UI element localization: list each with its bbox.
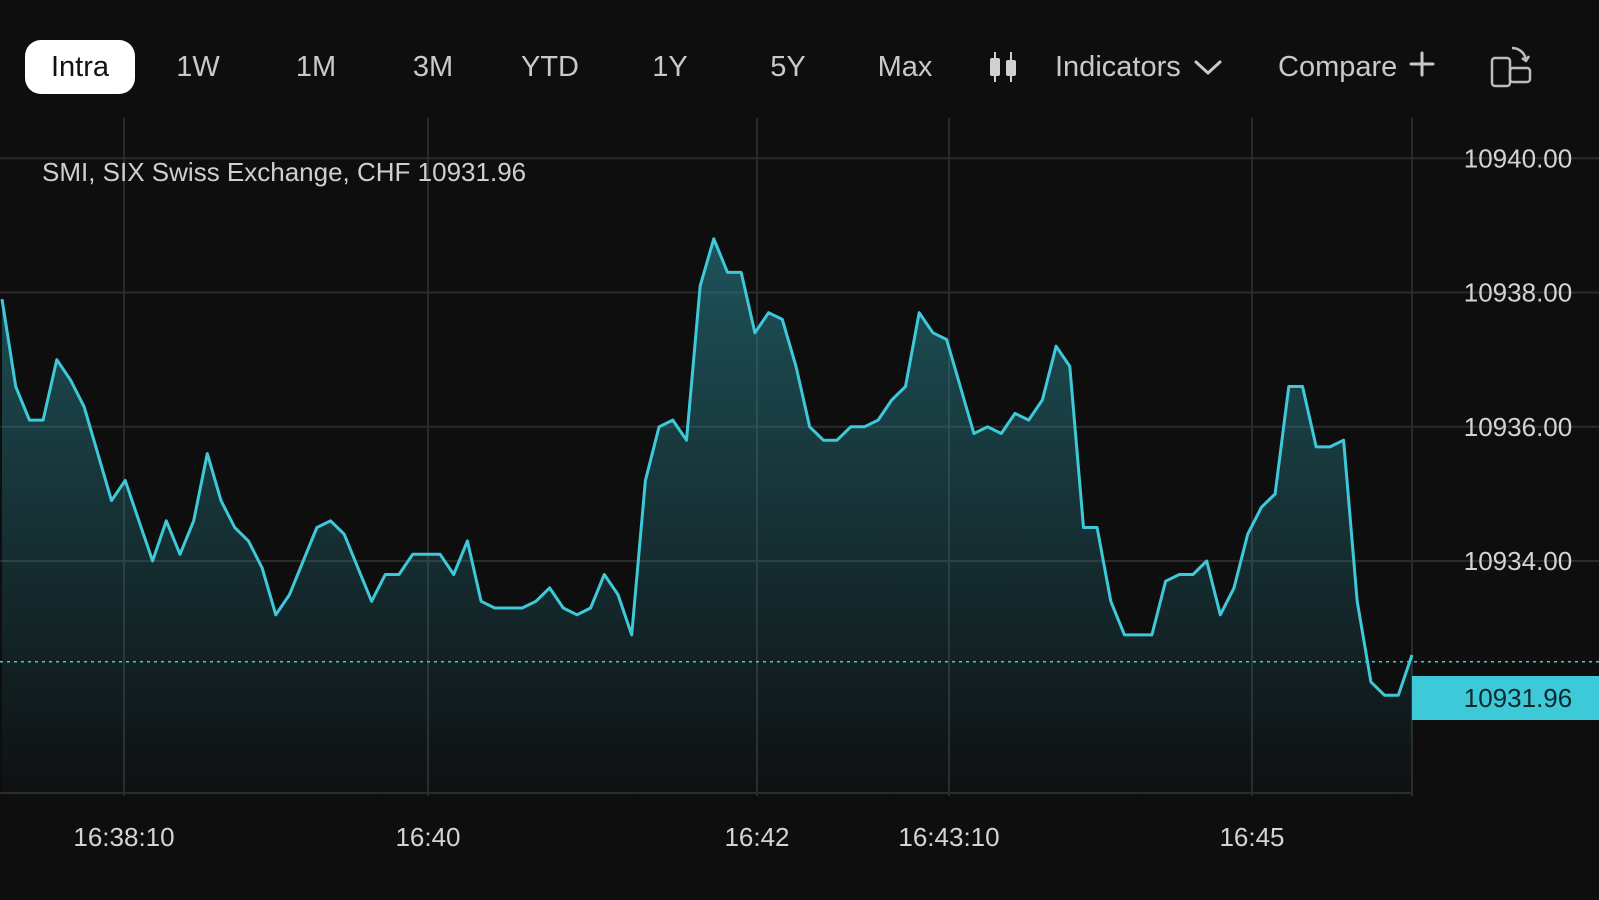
range-label: YTD xyxy=(521,51,579,83)
x-tick-label: 16:45 xyxy=(1219,822,1284,852)
price-area xyxy=(2,238,1412,797)
range-5y-button[interactable]: 5Y xyxy=(738,40,838,94)
indicators-label: Indicators xyxy=(1055,51,1181,83)
range-label: 5Y xyxy=(770,51,806,83)
range-ytd-button[interactable]: YTD xyxy=(500,40,600,94)
x-tick-label: 16:43:10 xyxy=(898,822,999,852)
toolbar: Intra 1W 1M 3M YTD 1Y 5Y Max Indicators … xyxy=(0,0,1599,120)
range-label: 1W xyxy=(176,51,220,83)
indicators-button[interactable]: Indicators xyxy=(1055,40,1245,94)
range-1m-button[interactable]: 1M xyxy=(266,40,366,94)
x-axis: 16:38:10 16:40 16:42 16:43:10 16:45 xyxy=(73,822,1284,852)
range-3m-button[interactable]: 3M xyxy=(383,40,483,94)
x-tick-label: 16:40 xyxy=(395,822,460,852)
y-tick-label: 10940.00 xyxy=(1464,143,1572,173)
range-intra-button[interactable]: Intra xyxy=(25,40,135,94)
y-tick-label: 10938.00 xyxy=(1464,278,1572,308)
range-label: 1M xyxy=(295,51,337,83)
range-label: Intra xyxy=(50,51,110,83)
price-line xyxy=(0,237,1414,697)
range-label: 1Y xyxy=(652,51,688,83)
compare-button[interactable]: Compare xyxy=(1278,40,1458,94)
range-1y-button[interactable]: 1Y xyxy=(620,40,720,94)
range-max-button[interactable]: Max xyxy=(855,40,955,94)
range-label: 3M xyxy=(412,51,454,83)
chart-title: SMI, SIX Swiss Exchange, CHF 10931.96 xyxy=(42,157,526,187)
price-tag-label: 10931.96 xyxy=(1464,683,1572,713)
y-tick-label: 10934.00 xyxy=(1464,546,1572,576)
y-tick-label: 10936.00 xyxy=(1464,412,1572,442)
range-1w-button[interactable]: 1W xyxy=(148,40,248,94)
x-tick-label: 16:42 xyxy=(724,822,789,852)
candlestick-icon[interactable] xyxy=(985,40,1021,94)
plus-icon xyxy=(1409,41,1435,95)
last-price-tag: 10931.96 xyxy=(1412,675,1599,720)
y-axis: 10940.00 10938.00 10936.00 10934.00 xyxy=(1464,143,1572,576)
compare-label: Compare xyxy=(1278,51,1398,83)
x-tick-label: 16:38:10 xyxy=(73,822,174,852)
range-label: Max xyxy=(877,51,933,83)
chevron-down-icon xyxy=(1193,41,1223,95)
rotate-device-icon[interactable] xyxy=(1486,40,1536,94)
price-tag-box xyxy=(1412,675,1599,720)
